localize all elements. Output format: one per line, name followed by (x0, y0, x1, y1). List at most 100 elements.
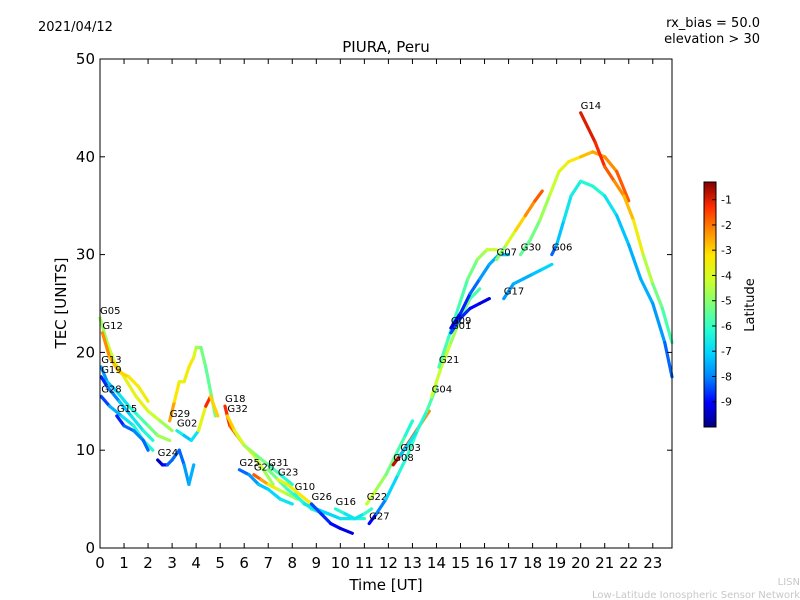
series-segment (415, 409, 429, 433)
y-axis: 0 10 20 30 40 50 (76, 50, 672, 557)
series-segment (108, 355, 121, 374)
series-segment (603, 155, 619, 174)
colorbar-tick-label: -6 (721, 320, 732, 333)
series-segment (115, 414, 126, 428)
series-segment (538, 194, 552, 222)
series-segment (622, 194, 636, 222)
series-segment (266, 468, 280, 482)
x-tick-label: 22 (619, 554, 638, 572)
series-segment (406, 429, 419, 447)
series-segment (319, 512, 333, 526)
series-segment (627, 243, 643, 281)
series-segment (430, 365, 443, 399)
series-segment (293, 492, 306, 506)
plot-frame (99, 58, 673, 549)
y-tick-label: 40 (76, 148, 95, 166)
series-segment (631, 218, 645, 257)
series-label: G03 (400, 443, 420, 454)
series-label: G22 (367, 492, 387, 503)
series-segment (579, 150, 595, 159)
series-track-g14: G14 (579, 101, 674, 345)
series-track-g03: G03 (398, 385, 439, 457)
series-segment (99, 394, 112, 408)
series-segment (105, 380, 119, 394)
x-tick-label: 12 (379, 554, 398, 572)
series-label: G32 (227, 404, 247, 415)
colorbar-tick-label: -5 (721, 295, 732, 308)
series-segment (285, 482, 302, 496)
series-segment (367, 512, 378, 526)
series-segment (391, 453, 403, 467)
series-segment (557, 160, 571, 174)
series-label: G10 (295, 482, 315, 493)
series-segment (136, 385, 150, 403)
colorbar-tick-label: -2 (721, 219, 732, 232)
series-track-g13: G13 (99, 355, 172, 443)
series-segment (257, 482, 270, 491)
series-segment (172, 380, 181, 403)
series-segment (394, 433, 407, 457)
series-segment (384, 473, 400, 501)
rx-bias-label: rx_bias = 50.0 (666, 16, 760, 31)
series-segment (437, 336, 451, 369)
series-segment (641, 253, 655, 286)
series-segment (603, 164, 616, 183)
x-tick-label: 10 (331, 554, 350, 572)
series-label: G30 (521, 243, 541, 254)
series-label: G19 (101, 365, 121, 376)
series-segment (158, 419, 174, 433)
x-tick-label: 21 (595, 554, 614, 572)
series-segment (309, 502, 323, 516)
series-track-g24: G24 (156, 448, 196, 487)
y-tick-label: 10 (76, 441, 95, 459)
series-segment (276, 487, 290, 496)
y-tick-label: 0 (85, 539, 95, 557)
x-tick-label: 0 (95, 554, 105, 572)
date-label: 2021/04/12 (38, 20, 113, 35)
series-label: G06 (552, 243, 572, 254)
series-segment (99, 375, 109, 389)
series-label: G26 (311, 492, 331, 503)
series-segment (276, 477, 290, 487)
footer-org-full: Low-Latitude Ionospheric Sensor Network (592, 590, 800, 600)
series-segment (100, 331, 112, 359)
series-track-g25: G25 (237, 458, 294, 506)
series-segment (343, 512, 357, 521)
series-label: G15 (117, 404, 137, 415)
x-tick-label: 4 (191, 554, 201, 572)
series-segment (362, 507, 374, 516)
chart-title: PIURA, Peru (342, 38, 429, 56)
series-segment (129, 414, 145, 433)
series-segment (146, 424, 160, 438)
series-segment (108, 404, 124, 418)
series-segment (266, 487, 282, 501)
series-segment (117, 399, 133, 418)
series-segment (504, 228, 518, 247)
series-segment (651, 301, 667, 345)
series-label: G16 (336, 497, 356, 508)
series-segment (285, 492, 299, 501)
series-segment (449, 316, 463, 335)
footer-org-short: LISN (778, 577, 800, 588)
series-segment (192, 345, 198, 359)
series-label: G23 (278, 468, 298, 479)
series-segment (168, 399, 177, 423)
x-tick-label: 14 (427, 554, 446, 572)
series-track-g12: G12 (100, 321, 150, 403)
x-tick-label: 6 (239, 554, 249, 572)
x-tick-label: 15 (451, 554, 470, 572)
series-segment (468, 287, 482, 301)
colorbar-tick-label: -4 (721, 269, 732, 282)
series-segment (514, 213, 527, 232)
series-segment (261, 468, 275, 487)
series-segment (187, 355, 196, 369)
series-segment (99, 365, 109, 384)
series-segment (115, 389, 131, 408)
colorbar-tick-label: -3 (721, 244, 732, 257)
series-segment (117, 370, 131, 379)
series-track-g20: G20 (252, 463, 299, 501)
series-segment (333, 507, 347, 516)
series-segment (603, 194, 619, 218)
series-segment (555, 218, 566, 247)
